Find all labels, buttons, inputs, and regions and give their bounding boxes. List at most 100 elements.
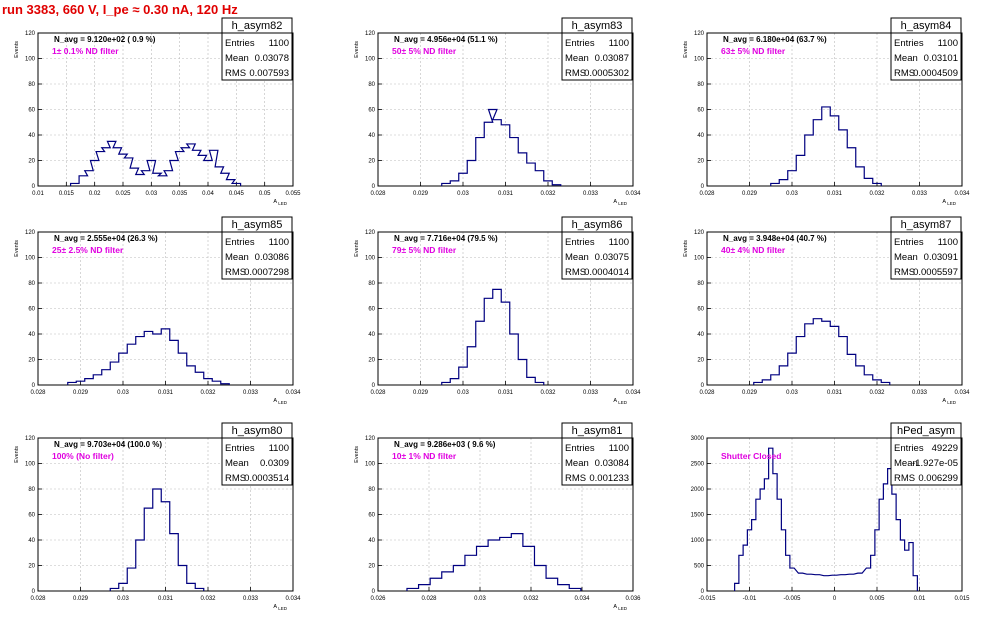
histogram-bin — [442, 382, 451, 385]
x-axis-label: A LED — [273, 398, 287, 405]
y-axis-label: Events — [354, 240, 360, 257]
histogram-bin — [195, 588, 204, 591]
stats-value: 0.0005302 — [584, 68, 629, 79]
stats-value: 1100 — [609, 443, 629, 454]
stats-key: Mean — [894, 252, 918, 263]
navg-label: N_avg = 9.703e+04 (100.0 %) — [54, 440, 162, 449]
histogram-bin — [510, 334, 519, 385]
y-tick-label: 100 — [694, 256, 705, 262]
histogram-bin — [476, 321, 485, 385]
histogram-bin — [161, 502, 170, 591]
y-tick-label: 1500 — [691, 513, 705, 519]
y-tick-label: 80 — [368, 281, 375, 287]
navg-label: N_avg = 6.180e+04 (63.7 %) — [723, 35, 827, 44]
histogram-bin — [858, 573, 862, 591]
y-axis-label: Events — [14, 41, 20, 58]
histogram-bin — [430, 578, 442, 591]
x-tick-label: 0.029 — [73, 596, 89, 602]
stats-key: Mean — [894, 458, 918, 469]
histogram-bin — [879, 499, 883, 591]
x-tick-label: 0.031 — [158, 390, 174, 396]
y-tick-label: 0 — [32, 589, 36, 595]
histogram-line — [770, 106, 882, 186]
y-tick-label: 40 — [28, 133, 35, 139]
x-tick-label: 0.034 — [285, 390, 301, 396]
x-tick-label: 0.033 — [912, 390, 928, 396]
stats-key: Entries — [225, 38, 255, 49]
histogram-bin — [144, 331, 153, 385]
y-tick-label: 120 — [694, 31, 705, 37]
y-tick-label: 0 — [701, 383, 705, 389]
x-axis-label: A LED — [273, 604, 287, 611]
histogram-bin — [484, 298, 493, 385]
stats-key: RMS — [894, 68, 915, 79]
stats-title: h_asym80 — [232, 425, 283, 437]
y-tick-label: 100 — [25, 57, 36, 63]
x-tick-label: 0.03 — [474, 596, 486, 602]
x-tick-label: 0.015 — [954, 596, 970, 602]
x-tick-label: 0.033 — [912, 191, 928, 197]
y-tick-label: 100 — [25, 462, 36, 468]
stats-value: 0.03075 — [595, 252, 629, 263]
histogram-bin — [905, 550, 909, 591]
histogram-bin — [127, 344, 136, 385]
histogram-bin — [839, 337, 848, 385]
histogram-bin — [518, 153, 527, 186]
y-tick-label: 60 — [368, 108, 375, 114]
y-tick-label: 80 — [28, 281, 35, 287]
histogram-bin — [866, 568, 870, 591]
histogram-bin — [170, 534, 179, 591]
histogram-line — [753, 318, 891, 385]
x-tick-label: 0.034 — [625, 390, 641, 396]
stats-key: Entries — [894, 38, 924, 49]
histogram-line — [69, 140, 242, 186]
y-tick-label: 40 — [28, 332, 35, 338]
navg-label: N_avg = 4.956e+04 (51.1 %) — [394, 35, 498, 44]
x-tick-label: 0.05 — [259, 191, 271, 197]
stats-value: 1100 — [938, 237, 958, 248]
histogram-bin — [822, 321, 831, 385]
histogram-bin — [773, 474, 777, 591]
y-tick-label: 0 — [701, 184, 705, 190]
stats-key: Mean — [894, 53, 918, 64]
stats-key: Entries — [565, 38, 595, 49]
histogram-bin — [85, 379, 94, 385]
histogram-bin — [558, 585, 570, 591]
x-tick-label: 0.03 — [786, 390, 798, 396]
x-tick-label: 0.032 — [200, 596, 216, 602]
histogram-bin — [841, 575, 845, 591]
histogram-bin — [93, 375, 102, 385]
histogram-bin — [110, 362, 119, 385]
histogram-bin — [501, 125, 510, 186]
y-tick-label: 3000 — [691, 436, 705, 442]
x-tick-label: 0.032 — [200, 390, 216, 396]
histogram-bin — [805, 324, 814, 385]
histogram-bin — [779, 366, 788, 385]
histogram-bin — [71, 183, 80, 186]
histogram-bin — [523, 546, 535, 591]
y-tick-label: 100 — [365, 256, 376, 262]
histogram-bin — [830, 116, 839, 186]
y-tick-label: 120 — [365, 31, 376, 37]
y-axis-label: Events — [683, 240, 689, 257]
x-tick-label: 0.036 — [625, 596, 641, 602]
x-tick-label: 0.031 — [498, 390, 514, 396]
histogram-bin — [187, 583, 196, 591]
histogram-bin — [493, 289, 502, 385]
histogram-bin — [824, 576, 828, 591]
y-tick-label: 0 — [372, 184, 376, 190]
run-title: run 3383, 660 V, I_pe ≈ 0.30 nA, 120 Hz — [2, 2, 238, 17]
x-tick-label: 0.029 — [742, 191, 758, 197]
x-tick-label: 0.031 — [498, 191, 514, 197]
histogram-bin — [453, 566, 465, 592]
y-axis-label: Events — [354, 41, 360, 58]
x-tick-label: 0.032 — [869, 191, 885, 197]
histogram-bin — [788, 353, 797, 385]
histogram-bin — [467, 161, 476, 187]
stats-key: Entries — [225, 443, 255, 454]
x-tick-label: 0.055 — [285, 191, 301, 197]
y-tick-label: 40 — [368, 538, 375, 544]
histogram-bin — [144, 508, 153, 591]
histogram-bin — [127, 568, 136, 591]
y-tick-label: 120 — [25, 436, 36, 442]
